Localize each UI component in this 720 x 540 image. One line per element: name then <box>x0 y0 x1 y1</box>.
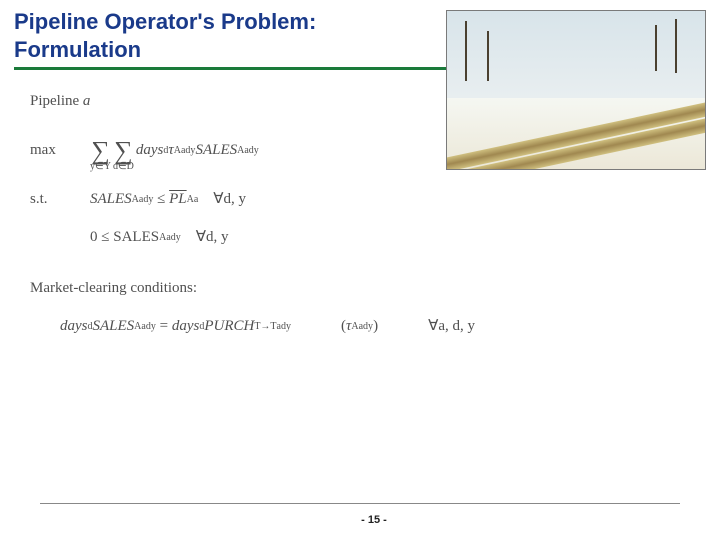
tree-decoration <box>487 31 489 81</box>
title-line-2: Formulation <box>14 37 141 62</box>
max-label: max <box>30 139 76 162</box>
market-clearing-heading: Market-clearing conditions: <box>30 277 690 300</box>
footer-rule <box>40 503 680 504</box>
subscript: ady <box>166 230 180 245</box>
equals-op: = <box>160 315 168 338</box>
quantifier: ∀a, d, y <box>428 315 475 338</box>
sales-term: SALES <box>93 315 135 338</box>
sum-symbol: ∑d∈D <box>113 129 134 172</box>
subscript: a <box>194 192 198 207</box>
superscript: A <box>174 143 181 158</box>
constraint-2: 0 ≤ SALESAady ∀d, y <box>90 226 229 249</box>
subscript: ady <box>244 143 258 158</box>
st-label: s.t. <box>30 188 76 211</box>
sum-lower: y∈Y <box>90 162 111 172</box>
purch-term: PURCH <box>204 315 254 338</box>
quantifier: ∀d, y <box>196 226 229 249</box>
objective-row: max ∑y∈Y ∑d∈D daysd τAady SALESAady <box>30 129 690 172</box>
days-term: days <box>136 139 164 162</box>
sum-symbol: ∑y∈Y <box>90 129 111 172</box>
tree-decoration <box>655 25 657 71</box>
days-term: days <box>172 315 200 338</box>
superscript: A <box>132 192 139 207</box>
subscript: ady <box>139 192 153 207</box>
constraint-1-row: s.t. SALESAady ≤ PLAa ∀d, y <box>30 188 690 211</box>
superscript: A <box>187 192 194 207</box>
nonneg-term: 0 ≤ SALES <box>90 226 159 249</box>
subscript: ady <box>181 143 195 158</box>
days-term: days <box>60 315 88 338</box>
quantifier: ∀d, y <box>213 188 246 211</box>
mc-dual: (τAady) <box>341 315 378 338</box>
math-content: Pipeline a max ∑y∈Y ∑d∈D daysd τAady SAL… <box>30 90 690 338</box>
pl-term: PL <box>169 191 187 207</box>
subscript: ady <box>141 319 155 334</box>
tree-decoration <box>675 19 677 73</box>
sales-term: SALES <box>90 188 132 211</box>
slide-container: Pipeline Operator's Problem: Formulation… <box>0 0 720 540</box>
subscript: ady <box>359 319 373 334</box>
sales-term: SALES <box>195 139 237 162</box>
subscript: ady <box>277 319 291 334</box>
constraint-1: SALESAady ≤ PLAa ∀d, y <box>90 188 246 211</box>
tree-decoration <box>465 21 467 81</box>
pipeline-var: a <box>83 93 91 109</box>
slide-title: Pipeline Operator's Problem: Formulation <box>14 8 414 63</box>
constraint-2-row: 0 ≤ SALESAady ∀d, y <box>30 226 690 249</box>
superscript: A <box>351 319 358 334</box>
mc-equation-body: daysd SALESAady = daysd PURCHT→Tady <box>60 315 291 338</box>
pipeline-label: Pipeline <box>30 93 79 109</box>
title-line-1: Pipeline Operator's Problem: <box>14 9 316 34</box>
superscript: A <box>237 143 244 158</box>
market-clearing-equation: daysd SALESAady = daysd PURCHT→Tady (τAa… <box>60 315 690 338</box>
leq-op: ≤ <box>157 188 165 211</box>
objective-expression: ∑y∈Y ∑d∈D daysd τAady SALESAady <box>90 129 259 172</box>
paren-right: ) <box>373 315 378 338</box>
page-number: - 15 - <box>14 514 720 526</box>
sum-lower: d∈D <box>113 162 134 172</box>
superscript: A <box>134 319 141 334</box>
pipeline-label-row: Pipeline a <box>30 90 690 113</box>
superscript: A <box>159 230 166 245</box>
superscript: T→T <box>254 319 276 334</box>
